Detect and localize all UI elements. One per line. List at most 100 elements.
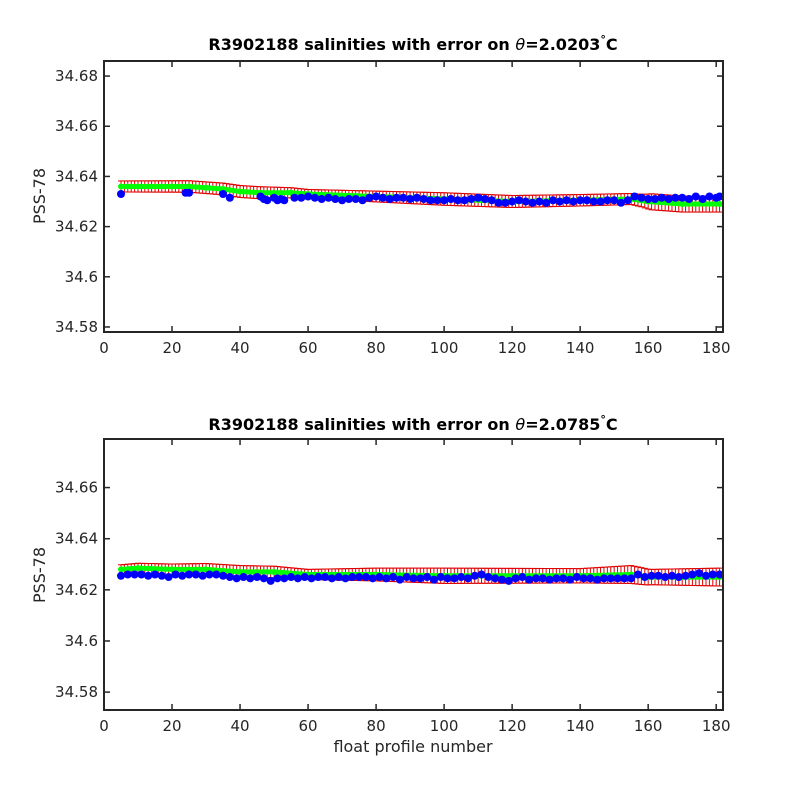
float-salinity-point [542,198,551,207]
x-axis-label-bottom: float profile number [333,737,493,756]
float-salinity-point [185,570,194,579]
x-tick-label: 40 [230,717,249,735]
float-salinity-point [317,195,326,204]
float-salinity-point [610,196,619,205]
float-salinity-point [470,571,479,580]
float-salinity-point [406,195,415,204]
y-tick-label: 34.58 [55,683,98,701]
float-salinity-point [616,198,625,207]
float-salinity-point [671,193,680,202]
float-salinity-point [212,570,221,579]
float-salinity-point [521,197,530,206]
float-salinity-point [603,196,612,205]
float-salinity-point [555,197,564,206]
float-salinity-point [644,195,653,204]
x-tick-label: 40 [230,339,249,357]
float-salinity-point [287,573,296,582]
float-salinity-point [474,193,483,202]
y-tick-label: 34.68 [55,67,98,85]
float-salinity-point [528,198,537,207]
float-salinity-point [348,573,357,582]
float-salinity-point [239,573,248,582]
float-salinity-point [684,195,693,204]
mapped-salinity-point [118,566,125,573]
x-tick-label: 100 [430,339,459,357]
float-salinity-point [569,197,578,206]
float-salinity-point [368,574,377,583]
float-salinity-point [538,574,547,583]
x-tick-label: 20 [162,717,181,735]
float-salinity-point [450,574,459,583]
float-salinity-point [484,573,493,582]
float-salinity-point [416,574,425,583]
float-salinity-point [341,574,350,583]
y-tick-label: 34.6 [65,268,98,286]
float-salinity-point [314,573,323,582]
float-salinity-point [253,573,262,582]
float-salinity-point [497,575,506,584]
float-salinity-point [392,193,401,202]
float-salinity-point [144,571,153,580]
float-salinity-point [304,192,313,201]
mapped-salinity-point [679,201,686,208]
x-tick-label: 180 [702,339,731,357]
float-salinity-point [457,573,466,582]
float-salinity-point [565,575,574,584]
float-salinity-point [263,196,272,205]
float-salinity-point [327,574,336,583]
float-salinity-point [331,195,340,204]
float-salinity-point [572,573,581,582]
float-salinity-point [477,570,486,579]
mapped-salinity-point [135,565,142,572]
float-salinity-point [293,574,302,583]
float-salinity-point [467,195,476,204]
float-salinity-point [130,570,139,579]
mapped-salinity-point [716,201,723,208]
float-salinity-point [487,196,496,205]
float-salinity-point [596,197,605,206]
axes-box [103,438,724,711]
x-tick-label: 0 [99,339,109,357]
float-salinity-point [708,570,717,579]
mapped-salinity-point [135,183,142,190]
float-salinity-point [654,571,663,580]
float-salinity-point [650,195,659,204]
float-salinity-point [338,196,347,205]
float-salinity-point [273,574,282,583]
float-salinity-point [185,188,194,197]
x-tick-label: 80 [367,339,386,357]
float-salinity-point [433,196,442,205]
chart-title-top: R3902188 salinities with error on θ=2.02… [208,33,617,54]
float-salinity-point [599,574,608,583]
plot-area-top: 0 20 40 60 80 100 120 140 160 180 34.58 34.6 34.62 34… [55,60,731,357]
float-salinity-point [508,197,517,206]
float-salinity-point [375,573,384,582]
float-salinity-point [246,574,255,583]
x-tick-label: 180 [702,717,731,735]
y-tick-label: 34.62 [55,581,98,599]
float-salinity-point [178,571,187,580]
float-salinity-point [358,196,367,205]
float-salinity-point [409,574,418,583]
float-salinity-point [681,571,690,580]
mapped-salinity-point [186,183,193,190]
float-salinity-point [297,193,306,202]
float-salinity-point [559,574,568,583]
float-salinity-point [514,196,523,205]
y-axis-label-top: PSS-78 [30,168,49,224]
float-salinity-point [504,576,513,585]
y-tick-label: 34.66 [55,117,98,135]
float-salinity-point [117,189,126,198]
float-salinity-point [361,573,370,582]
float-salinity-point [525,575,534,584]
plot-area-bottom: 0 20 40 60 80 100 120 140 160 180 34.58 34.6 34.62 34… [55,438,731,735]
float-salinity-point [627,574,636,583]
float-salinity-point [623,196,632,205]
float-salinity-point [232,574,241,583]
float-salinity-point [117,571,126,580]
float-salinity-point [678,193,687,202]
mapped-salinity-point [237,568,244,575]
float-salinity-point [290,193,299,202]
float-salinity-point [365,193,374,202]
